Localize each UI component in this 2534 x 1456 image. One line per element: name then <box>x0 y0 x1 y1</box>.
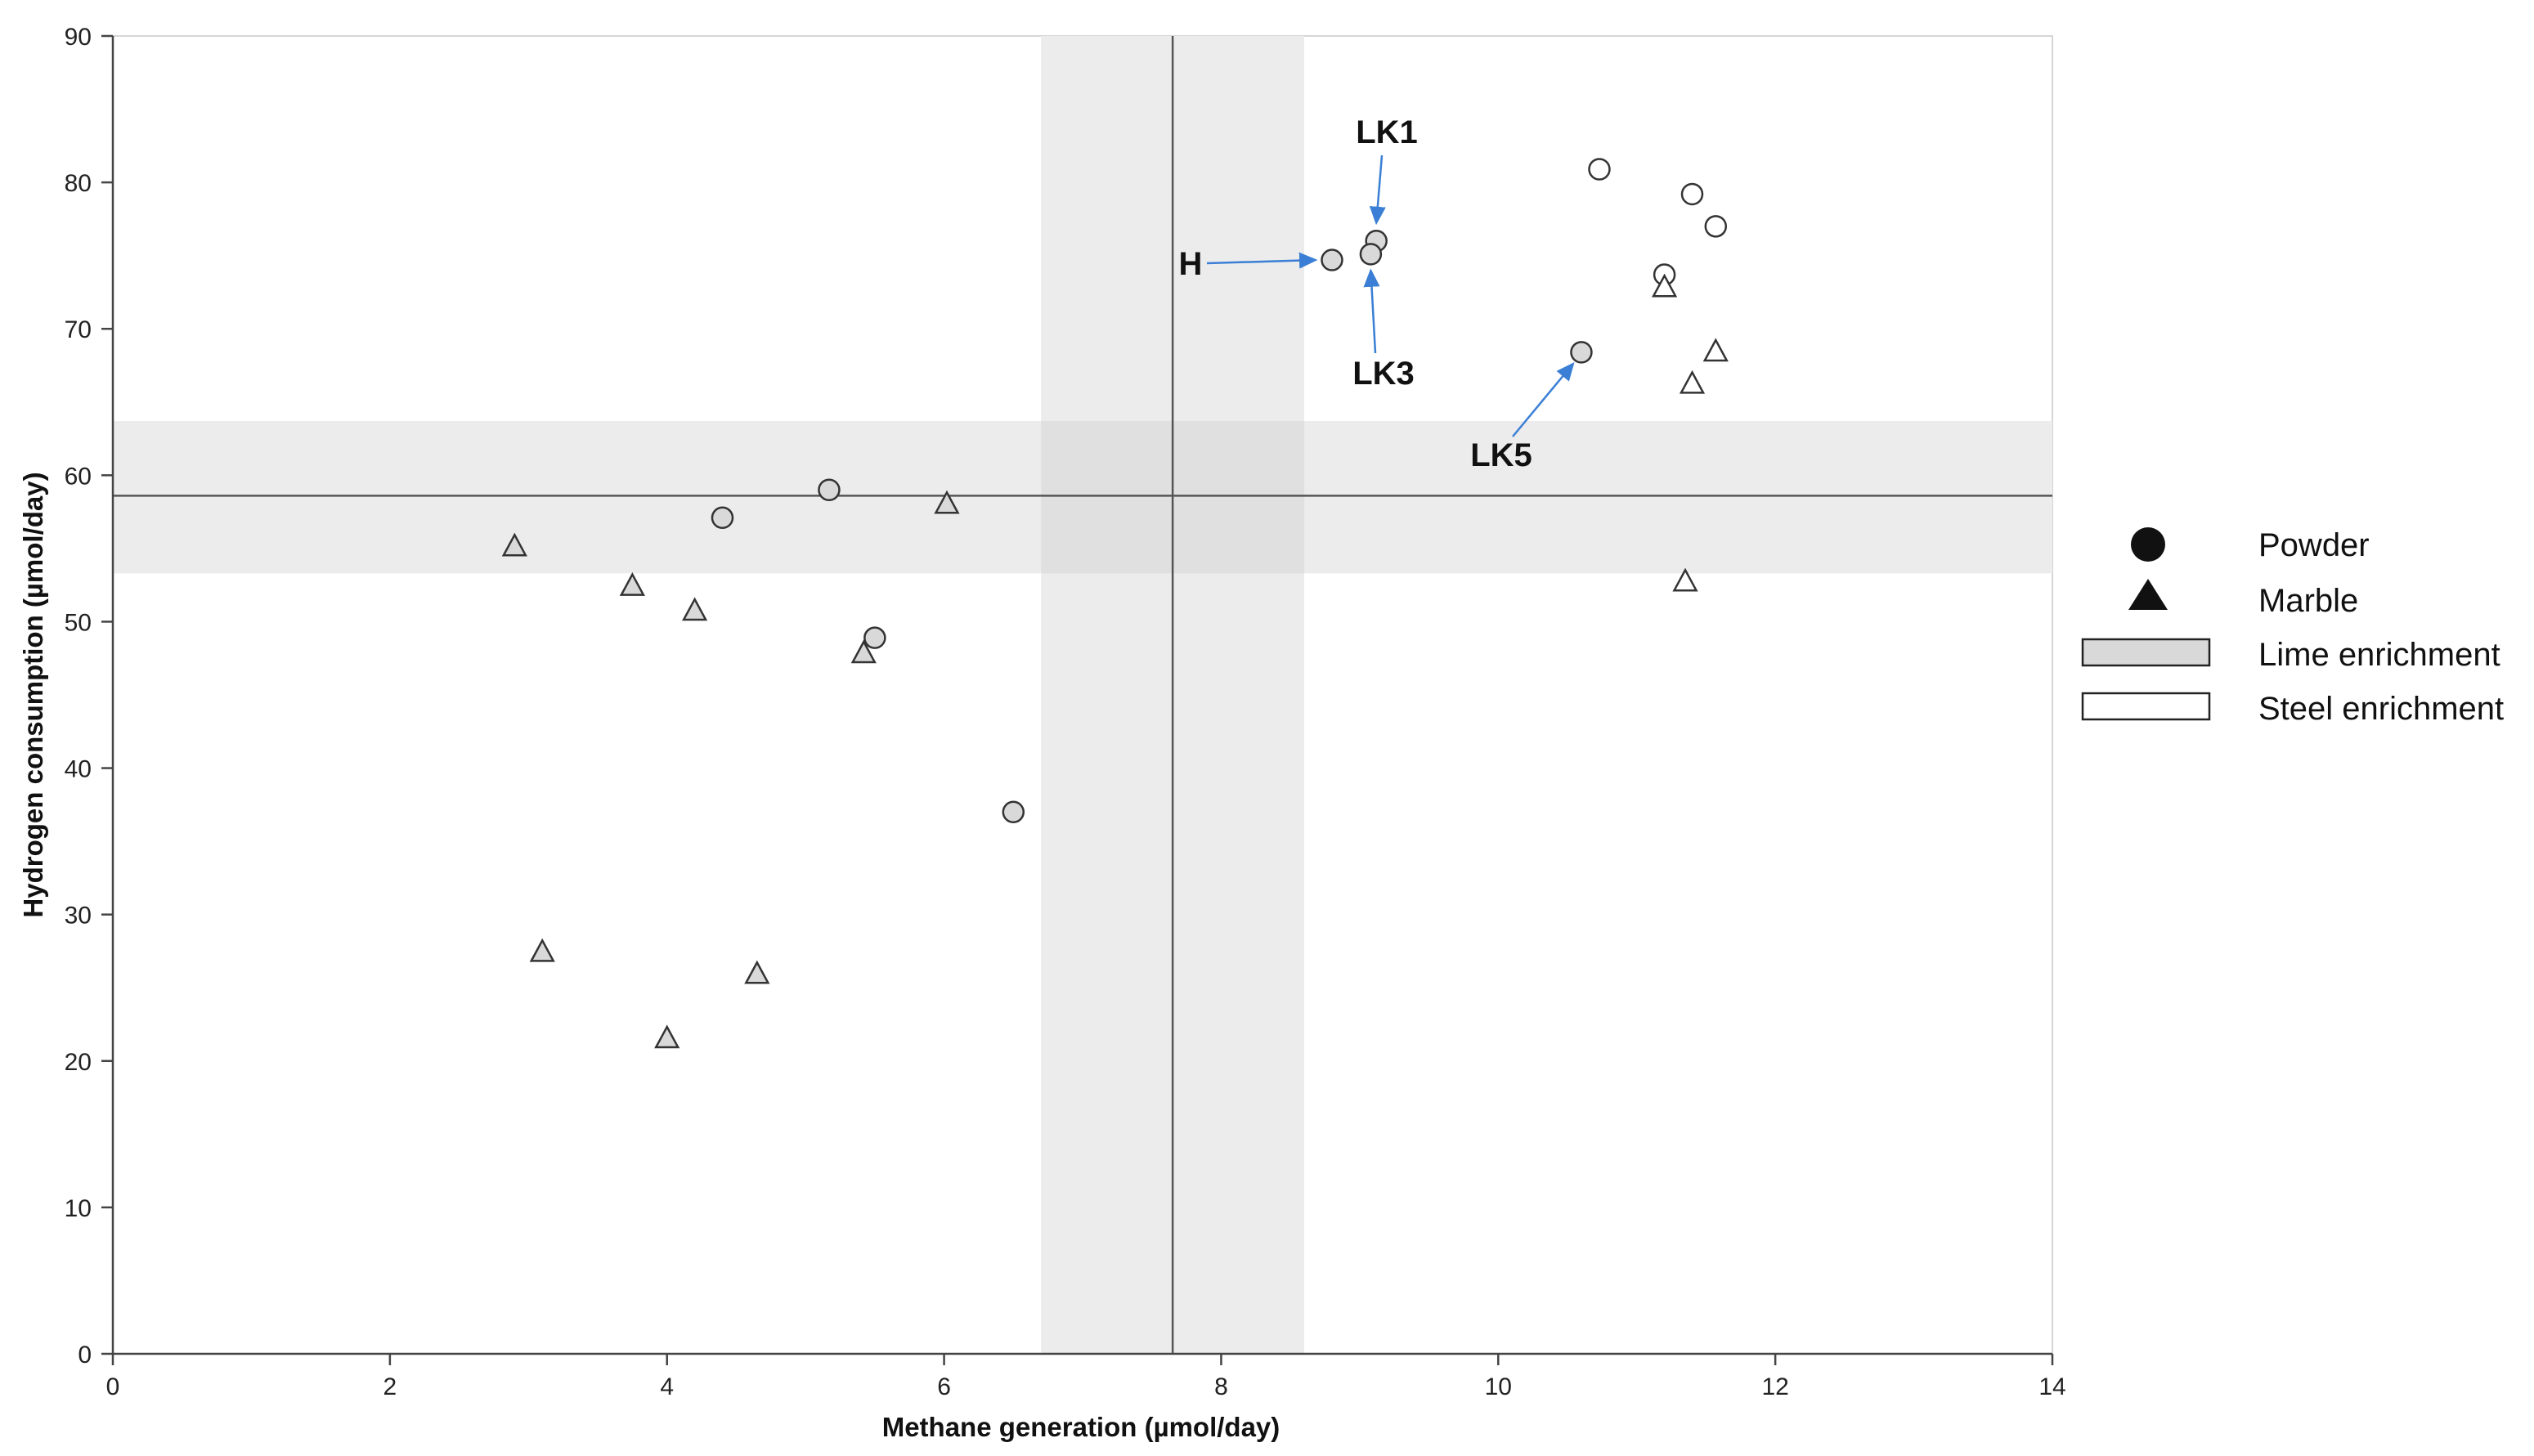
legend-lime-enrichment-symbol <box>2081 638 2211 667</box>
legend-lime-enrichment-label: Lime enrichment <box>2258 637 2500 673</box>
powder-point <box>1588 158 1611 181</box>
marble-point <box>1672 567 1698 592</box>
powder-point <box>1680 182 1704 206</box>
marble-point <box>744 960 770 984</box>
y-tick-label: 30 <box>65 903 92 930</box>
x-tick-label: 6 <box>937 1373 951 1400</box>
marble-point <box>619 571 645 596</box>
y-tick-label: 40 <box>65 756 92 783</box>
marble-point <box>529 938 555 962</box>
annotation-label-lk3: LK3 <box>1352 356 1415 392</box>
powder-point <box>1002 800 1025 824</box>
y-axis-ticks: 0 10 20 30 40 50 60 70 80 90 <box>65 24 113 1369</box>
x-axis-ticks: 0 2 4 6 8 10 12 14 <box>106 1354 2066 1400</box>
x-tick-label: 8 <box>1214 1373 1228 1400</box>
x-tick-label: 12 <box>1761 1373 1788 1400</box>
reference-lines <box>113 36 2052 1354</box>
y-tick-label: 10 <box>65 1195 92 1222</box>
marble-point <box>682 597 708 621</box>
y-tick-label: 50 <box>65 609 92 636</box>
marble-point <box>654 1024 680 1049</box>
marble-point <box>1702 338 1729 362</box>
data-points <box>501 158 1729 1049</box>
powder-point <box>1704 215 1728 238</box>
powder-point <box>818 478 841 501</box>
y-tick-label: 60 <box>65 463 92 490</box>
legend-marble-symbol <box>2128 579 2168 610</box>
powder-point-lk5 <box>1570 341 1593 364</box>
annotation-label-h: H <box>1179 246 1203 282</box>
powder-point <box>711 506 734 530</box>
marble-point <box>501 532 527 557</box>
x-tick-label: 4 <box>660 1373 674 1400</box>
x-tick-label: 2 <box>383 1373 397 1400</box>
y-axis-title: Hydrogen consumption (µmol/day) <box>18 472 48 917</box>
axes <box>111 36 2052 1355</box>
annotation-arrow-h <box>1206 252 1318 269</box>
x-axis-title: Methane generation (µmol/day) <box>882 1412 1280 1442</box>
x-tick-label: 10 <box>1485 1373 1512 1400</box>
legend: Powder Marble Lime enrichment Steel enrichm… <box>2081 527 2504 727</box>
legend-powder-symbol <box>2131 527 2165 562</box>
annotation-label-lk1: LK1 <box>1356 114 1418 150</box>
legend-steel-enrichment-label: Steel enrichment <box>2258 691 2504 727</box>
annotation-label-lk5: LK5 <box>1470 437 1532 473</box>
legend-steel-enrichment-symbol <box>2081 692 2211 721</box>
y-tick-label: 90 <box>65 24 92 51</box>
annotations: H LK1 LK3 LK5 <box>1179 114 1575 473</box>
x-tick-label: 0 <box>106 1373 120 1400</box>
x-tick-label: 14 <box>2038 1373 2065 1400</box>
annotation-arrow-lk5 <box>1512 361 1575 437</box>
marble-point <box>850 639 877 664</box>
powder-point <box>863 626 886 649</box>
y-tick-label: 70 <box>65 316 92 343</box>
powder-point-lk3 <box>1359 243 1383 266</box>
marble-point <box>1679 370 1706 394</box>
marble-point <box>934 490 960 514</box>
y-tick-label: 80 <box>65 170 92 197</box>
annotation-arrow-lk3 <box>1363 268 1380 354</box>
annotation-arrow-lk1 <box>1369 155 1386 226</box>
marble-point <box>1652 273 1678 298</box>
y-tick-label: 20 <box>65 1049 92 1076</box>
legend-powder-label: Powder <box>2258 527 2370 563</box>
powder-point-h <box>1321 249 1343 271</box>
legend-marble-label: Marble <box>2258 583 2358 619</box>
y-tick-label: 0 <box>78 1342 92 1369</box>
